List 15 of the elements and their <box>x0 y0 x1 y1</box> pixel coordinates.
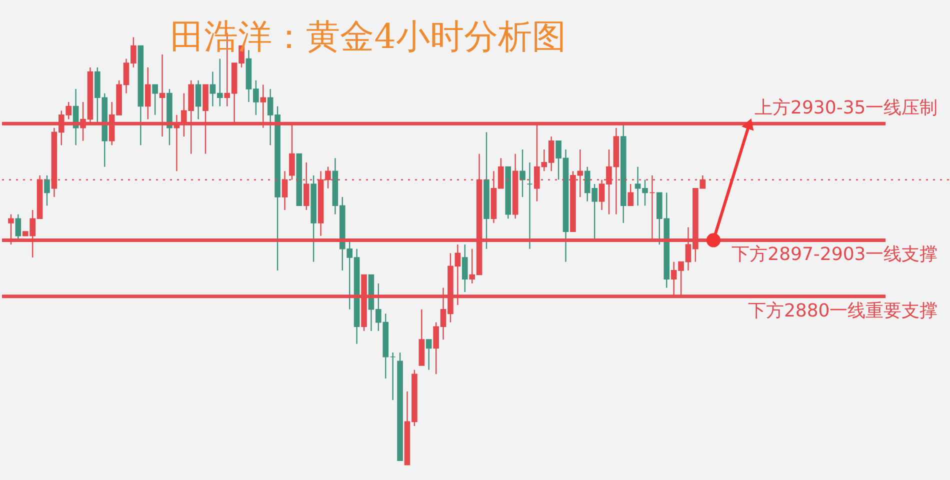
candlestick <box>462 244 468 293</box>
candlestick <box>426 338 432 370</box>
candlestick <box>152 84 158 116</box>
candlestick <box>526 162 533 250</box>
chart-title: 田浩洋：黄金4小时分析图 <box>170 17 566 57</box>
candlestick <box>144 66 151 120</box>
ref-line-label: 上方2930-35一线压制 <box>754 98 938 119</box>
candlestick <box>15 214 22 241</box>
candlestick <box>390 352 396 401</box>
candlestick <box>44 174 50 206</box>
candlestick <box>628 183 634 206</box>
ref-line-label: 下方2880一线重要支撑 <box>748 300 938 322</box>
candlestick <box>195 80 202 120</box>
candlestick <box>520 148 526 198</box>
ref-line-label: 下方2897-2903一线支撑 <box>732 244 938 266</box>
